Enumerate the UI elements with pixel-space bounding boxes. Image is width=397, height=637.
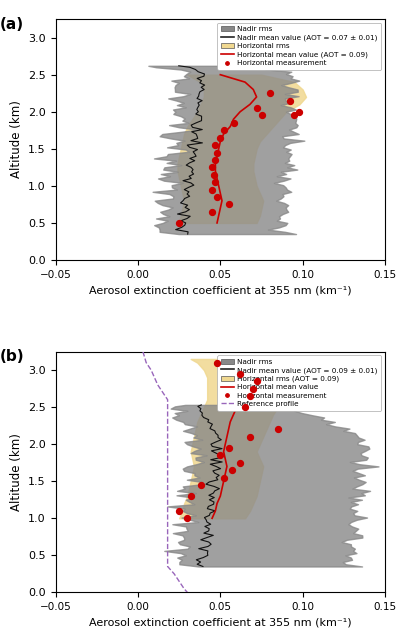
Point [209, 162, 215, 173]
Point [258, 110, 265, 120]
Point [217, 132, 224, 143]
Point [197, 480, 204, 490]
Point [209, 185, 215, 195]
Point [242, 402, 248, 412]
Point [253, 103, 260, 113]
Text: (b): (b) [0, 349, 24, 364]
Point [250, 383, 256, 394]
Point [237, 457, 243, 468]
Point [176, 506, 182, 516]
Point [253, 376, 260, 386]
Point [210, 169, 217, 180]
Point [275, 424, 281, 434]
Legend: Nadir rms, Nadir mean value (AOT = 0.09 ± 0.01), Horizontal rms (AOT = 0.09), Ho: Nadir rms, Nadir mean value (AOT = 0.09 … [217, 355, 382, 410]
Point [214, 192, 220, 202]
Point [291, 110, 298, 120]
Point [220, 125, 227, 136]
Point [296, 106, 303, 117]
Y-axis label: Altitude (km): Altitude (km) [10, 101, 23, 178]
Point [247, 391, 253, 401]
Y-axis label: Altitude (km): Altitude (km) [10, 433, 23, 511]
Point [176, 218, 182, 228]
Point [184, 513, 191, 524]
Point [212, 140, 219, 150]
Point [187, 491, 194, 501]
X-axis label: Aerosol extinction coefficient at 355 nm (km⁻¹): Aerosol extinction coefficient at 355 nm… [89, 285, 352, 296]
Point [220, 473, 227, 483]
Point [217, 450, 224, 461]
Point [237, 369, 243, 379]
Legend: Nadir rms, Nadir mean value (AOT = 0.07 ± 0.01), Horizontal rms, Horizontal mean: Nadir rms, Nadir mean value (AOT = 0.07 … [217, 23, 382, 70]
Point [230, 118, 237, 128]
Point [247, 432, 253, 442]
Point [214, 147, 220, 157]
Point [225, 199, 232, 210]
Text: (a): (a) [0, 17, 24, 32]
Point [229, 465, 235, 475]
X-axis label: Aerosol extinction coefficient at 355 nm (km⁻¹): Aerosol extinction coefficient at 355 nm… [89, 618, 352, 627]
Point [212, 177, 219, 187]
Point [225, 443, 232, 453]
Point [209, 207, 215, 217]
Point [212, 155, 219, 165]
Point [286, 96, 293, 106]
Point [267, 88, 273, 98]
Point [214, 357, 220, 368]
